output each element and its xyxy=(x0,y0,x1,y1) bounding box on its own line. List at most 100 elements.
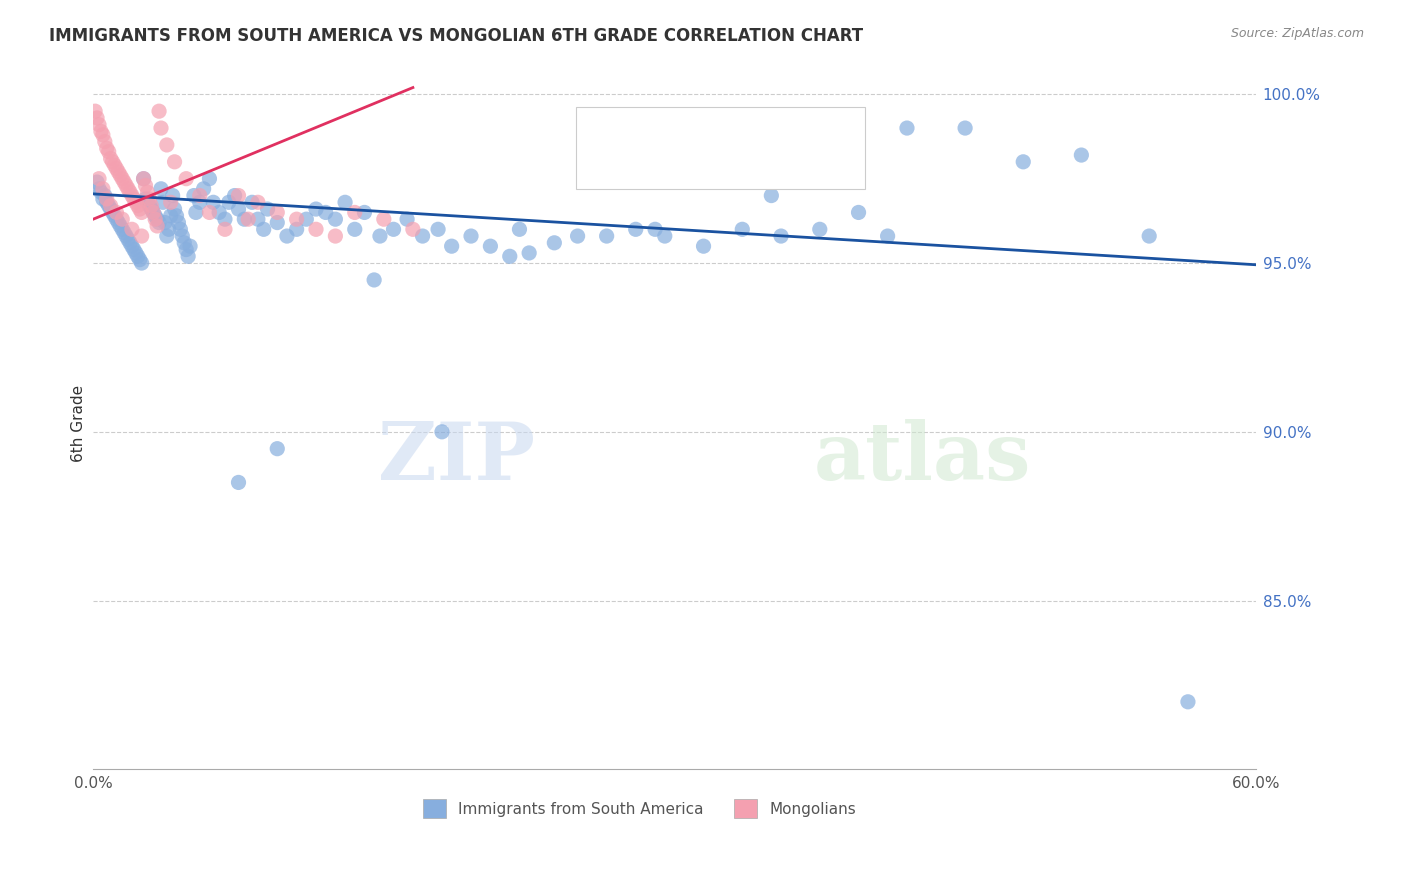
Point xyxy=(460,229,482,244)
Point xyxy=(94,188,117,202)
Point xyxy=(136,185,159,199)
Point xyxy=(876,229,898,244)
Point xyxy=(131,205,153,219)
Point xyxy=(121,222,143,236)
Point xyxy=(110,219,132,233)
Point xyxy=(162,188,184,202)
Point xyxy=(224,188,246,202)
Point xyxy=(373,212,395,227)
Point xyxy=(141,199,163,213)
Point xyxy=(112,226,135,240)
Point xyxy=(134,178,156,193)
Text: 0.371: 0.371 xyxy=(668,153,716,171)
Point xyxy=(111,212,134,227)
Point xyxy=(128,202,150,216)
Point xyxy=(122,243,145,257)
Point xyxy=(115,178,138,193)
Point xyxy=(508,222,530,236)
Point xyxy=(125,246,148,260)
Point xyxy=(188,195,211,210)
Text: N =: N = xyxy=(735,153,772,171)
Point xyxy=(148,104,170,119)
Point xyxy=(118,185,141,199)
Point xyxy=(142,205,165,219)
Point xyxy=(228,475,250,490)
Point xyxy=(770,229,793,244)
Point xyxy=(624,222,647,236)
Point xyxy=(166,209,188,223)
Point xyxy=(382,222,405,236)
Point xyxy=(173,235,195,250)
Point xyxy=(111,171,134,186)
Point xyxy=(499,249,522,263)
Point xyxy=(644,222,666,236)
Point xyxy=(517,246,540,260)
Point xyxy=(105,212,128,227)
Point xyxy=(146,219,169,233)
Point xyxy=(142,205,165,219)
Point xyxy=(238,212,260,227)
Point xyxy=(84,104,107,119)
Point xyxy=(363,273,385,287)
Point xyxy=(117,182,139,196)
Point xyxy=(325,229,347,244)
Point xyxy=(159,209,181,223)
Point xyxy=(91,128,114,142)
Point xyxy=(543,235,565,250)
Point xyxy=(132,171,155,186)
Point xyxy=(150,182,173,196)
Point xyxy=(143,212,166,227)
Point xyxy=(325,212,347,227)
Text: Source: ZipAtlas.com: Source: ZipAtlas.com xyxy=(1230,27,1364,40)
Text: N =: N = xyxy=(735,125,772,143)
Point xyxy=(285,212,308,227)
Text: 60: 60 xyxy=(778,153,799,171)
Point xyxy=(183,188,205,202)
Point xyxy=(218,195,240,210)
Point xyxy=(100,152,122,166)
Point xyxy=(103,209,125,223)
Point xyxy=(87,171,110,186)
Point xyxy=(138,192,160,206)
Point xyxy=(198,205,221,219)
Text: atlas: atlas xyxy=(814,419,1032,497)
Text: -0.160: -0.160 xyxy=(668,125,721,143)
Point xyxy=(141,202,163,216)
Point xyxy=(430,425,453,439)
Point xyxy=(101,154,124,169)
Point xyxy=(567,229,589,244)
Text: R =: R = xyxy=(626,153,662,171)
Point xyxy=(150,121,173,136)
Point xyxy=(692,239,714,253)
Point xyxy=(143,209,166,223)
Point xyxy=(848,205,870,219)
Point xyxy=(202,195,225,210)
Point xyxy=(131,229,153,244)
Point xyxy=(198,171,221,186)
Point xyxy=(101,205,124,219)
Point xyxy=(761,188,783,202)
Point xyxy=(479,239,502,253)
Point xyxy=(157,222,180,236)
Point xyxy=(86,111,108,125)
Point xyxy=(153,216,176,230)
Point xyxy=(368,229,391,244)
Point xyxy=(136,195,159,210)
Point xyxy=(808,222,831,236)
Point xyxy=(156,137,179,152)
Point xyxy=(121,188,143,202)
Point xyxy=(256,202,278,216)
Point xyxy=(333,195,356,210)
Point xyxy=(427,222,450,236)
Point xyxy=(96,141,118,155)
Point xyxy=(193,182,215,196)
Point xyxy=(305,222,328,236)
Point xyxy=(208,205,231,219)
Point xyxy=(127,249,149,263)
Point xyxy=(125,195,148,210)
Point xyxy=(117,232,139,246)
Point xyxy=(214,212,236,227)
Point xyxy=(111,222,134,236)
Point xyxy=(174,171,197,186)
Point xyxy=(159,195,181,210)
